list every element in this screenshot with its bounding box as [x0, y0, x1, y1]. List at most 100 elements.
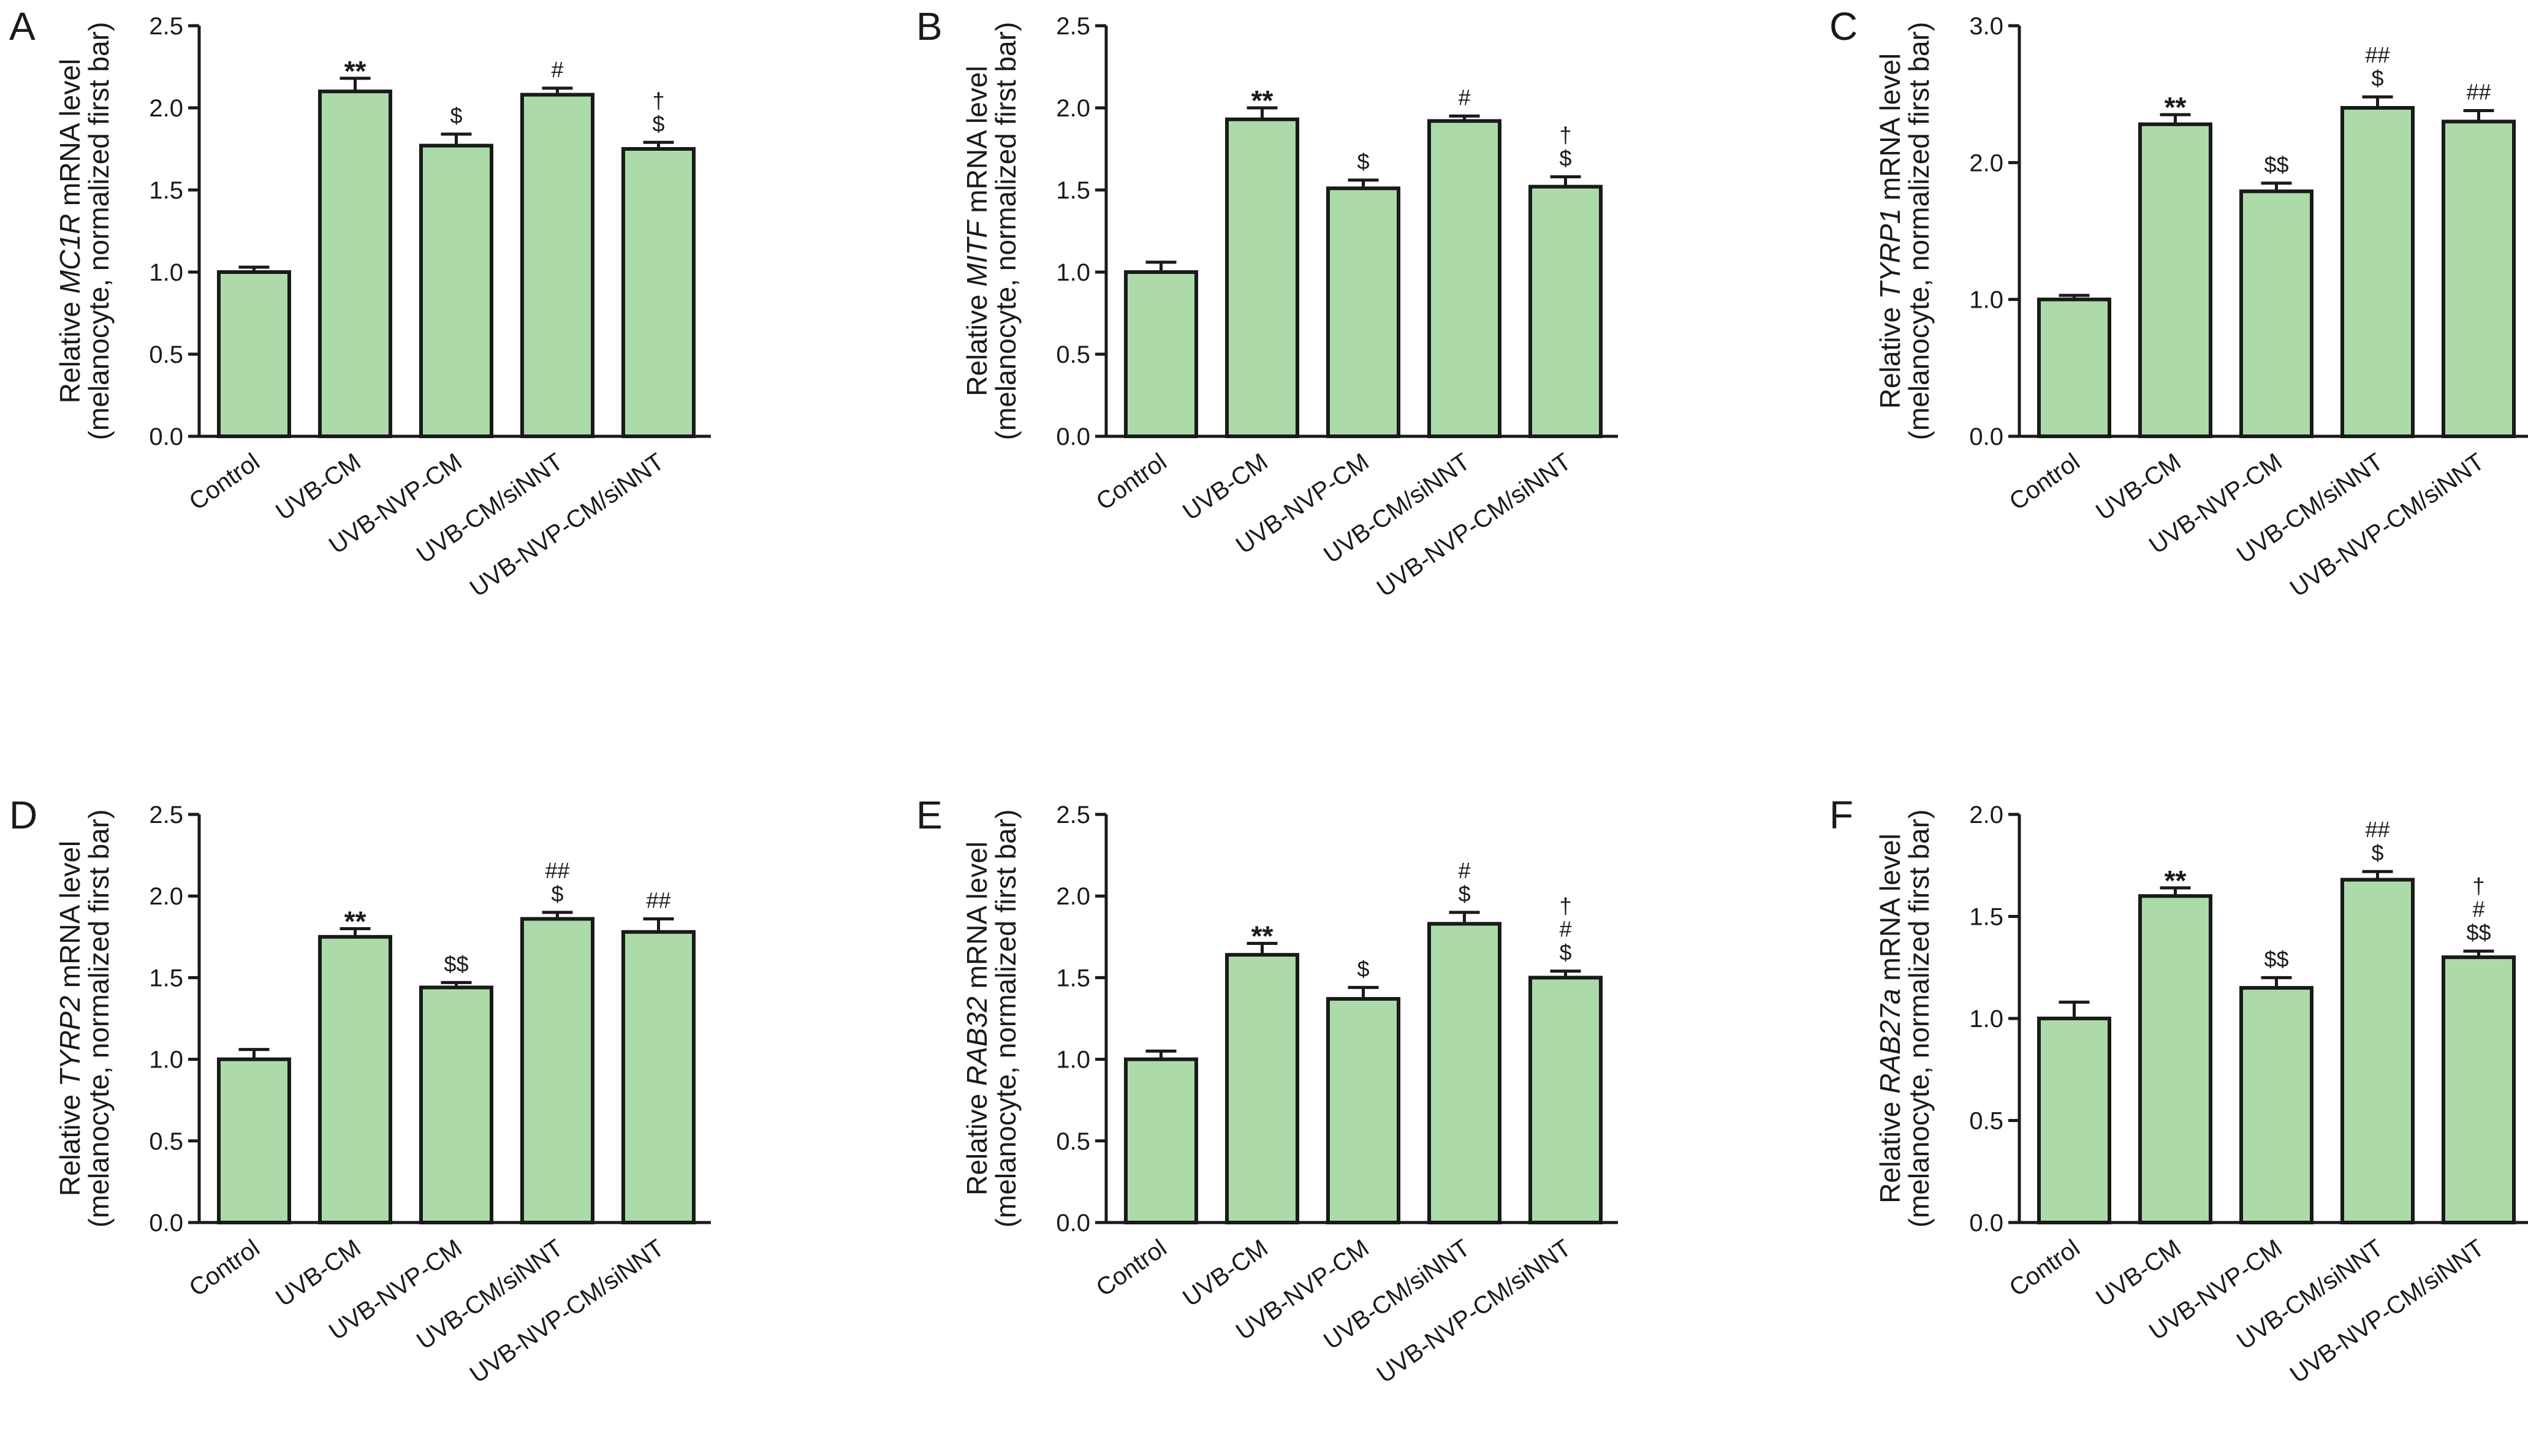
bar [318, 89, 392, 438]
y-axis-label: Relative MITF mRNA level [961, 66, 993, 396]
y-axis-label-suffix: mRNA level [961, 66, 993, 221]
chart-panel-b: B Relative MITF mRNA level(melanocyte, no… [916, 4, 1618, 602]
y-axis-label-suffix: mRNA level [1874, 53, 1906, 208]
y-tick-label: 0.5 [1056, 341, 1090, 368]
category-label: UVB-CM [1178, 1234, 1272, 1312]
panel-letter: E [916, 793, 943, 837]
y-axis-label-prefix: Relative [961, 1086, 993, 1196]
bar [2138, 122, 2212, 439]
y-tick-label: 2.0 [1056, 883, 1090, 910]
significance-marker: ** [2165, 865, 2187, 897]
chart-panel-d: D Relative TYRP2 mRNA level(melanocyte, n… [9, 793, 711, 1389]
y-tick-label: 1.0 [1056, 259, 1090, 286]
significance-marker: ## [646, 887, 670, 912]
y-axis-label-prefix: Relative [1874, 299, 1906, 409]
y-tick-label: 0.0 [149, 1210, 183, 1237]
significance-marker: ** [344, 905, 366, 937]
panel-letter: A [9, 4, 36, 48]
category-label: UVB-NVP-CM/siNNT [2285, 448, 2489, 602]
y-tick-label: 0.0 [1056, 1210, 1090, 1237]
bar [2442, 955, 2516, 1224]
significance-marker: $ [1559, 146, 1571, 171]
significance-marker: † [652, 88, 664, 113]
y-tick-label: 1.5 [1969, 904, 2003, 931]
significance-marker: $ [450, 103, 462, 128]
significance-marker: $$ [2264, 152, 2288, 177]
bar [520, 917, 594, 1224]
y-axis-label: Relative RAB32 mRNA level [961, 841, 993, 1196]
category-label: UVB-CM [271, 448, 365, 526]
significance-marker: $$ [444, 951, 468, 976]
panel-letter: C [1829, 4, 1858, 48]
significance-marker: $ [2371, 66, 2383, 91]
y-axis-gene-name: RAB32 [961, 996, 993, 1086]
y-axis-gene-name: MC1R [54, 214, 86, 294]
significance-marker: ** [1251, 920, 1273, 952]
significance-marker: $$ [2264, 946, 2288, 971]
bar [1225, 953, 1299, 1224]
y-axis-gene-name: RAB27a [1874, 988, 1906, 1093]
y-tick-label: 2.0 [149, 883, 183, 910]
significance-marker: # [551, 57, 563, 82]
significance-marker: ## [545, 858, 569, 883]
y-tick-label: 0.0 [1056, 423, 1090, 450]
y-tick-label: 0.5 [1056, 1128, 1090, 1155]
bar [1528, 184, 1603, 438]
y-tick-label: 2.5 [1056, 13, 1090, 40]
y-axis-label-prefix: Relative [54, 294, 86, 403]
y-axis-label: Relative TYRP1 mRNA level [1874, 53, 1906, 409]
bar [2037, 297, 2111, 438]
y-axis-label-line2: (melanocyte, normalized first bar) [990, 810, 1022, 1228]
bar [2340, 106, 2415, 438]
y-axis-label-line2: (melanocyte, normalized first bar) [990, 22, 1022, 441]
category-label: Control [1091, 1234, 1172, 1302]
significance-marker: # [1458, 858, 1470, 883]
significance-marker: ** [1251, 85, 1273, 116]
bar [2138, 894, 2212, 1224]
bar [1528, 976, 1603, 1225]
bar [2239, 189, 2314, 438]
chart-panel-f: F Relative RAB27a mRNA level(melanocyte, … [1829, 793, 2528, 1389]
y-tick-label: 2.0 [149, 95, 183, 122]
panel-letter: B [916, 4, 943, 48]
y-axis-gene-name: MITF [961, 219, 993, 287]
bar [217, 1057, 291, 1224]
significance-marker: # [1559, 917, 1571, 942]
bar [1427, 922, 1501, 1225]
bar [520, 93, 594, 438]
bar [1225, 117, 1299, 438]
y-tick-label: 1.0 [149, 259, 183, 286]
category-label: UVB-NVP-CM/siNNT [1372, 448, 1576, 602]
category-label: UVB-CM [2091, 448, 2185, 526]
bar [1326, 186, 1400, 438]
y-tick-label: 2.0 [1969, 150, 2003, 176]
y-axis-label-suffix: mRNA level [54, 841, 86, 996]
significance-marker: ## [2365, 42, 2389, 67]
y-tick-label: 2.5 [149, 802, 183, 828]
y-tick-label: 1.5 [1056, 177, 1090, 204]
significance-marker: $ [1559, 940, 1571, 965]
significance-marker: $ [551, 881, 563, 906]
y-axis-label-suffix: mRNA level [54, 59, 86, 214]
chart-panel-c: C Relative TYRP1 mRNA level(melanocyte, n… [1829, 4, 2528, 602]
significance-marker: # [1458, 85, 1470, 110]
category-label: Control [2005, 448, 2085, 515]
bar [1124, 270, 1198, 438]
y-tick-label: 0.0 [1969, 423, 2003, 450]
y-tick-label: 0.5 [149, 341, 183, 368]
y-tick-label: 2.0 [1056, 95, 1090, 122]
significance-marker: $$ [2466, 920, 2491, 945]
y-axis-label-prefix: Relative [54, 1086, 86, 1196]
significance-marker: ** [2165, 91, 2187, 123]
category-label: Control [1091, 448, 1172, 515]
y-tick-label: 1.0 [149, 1047, 183, 1074]
y-axis-label-line2: (melanocyte, normalized first bar) [83, 810, 115, 1228]
y-axis-gene-name: TYRP2 [54, 996, 86, 1086]
category-label: UVB-NVP-CM/siNNT [465, 448, 669, 602]
y-axis-label-line2: (melanocyte, normalized first bar) [83, 22, 115, 441]
y-axis-label-prefix: Relative [1874, 1094, 1906, 1204]
significance-marker: $ [652, 111, 664, 136]
bar [621, 147, 696, 438]
y-tick-label: 2.0 [1969, 802, 2003, 828]
